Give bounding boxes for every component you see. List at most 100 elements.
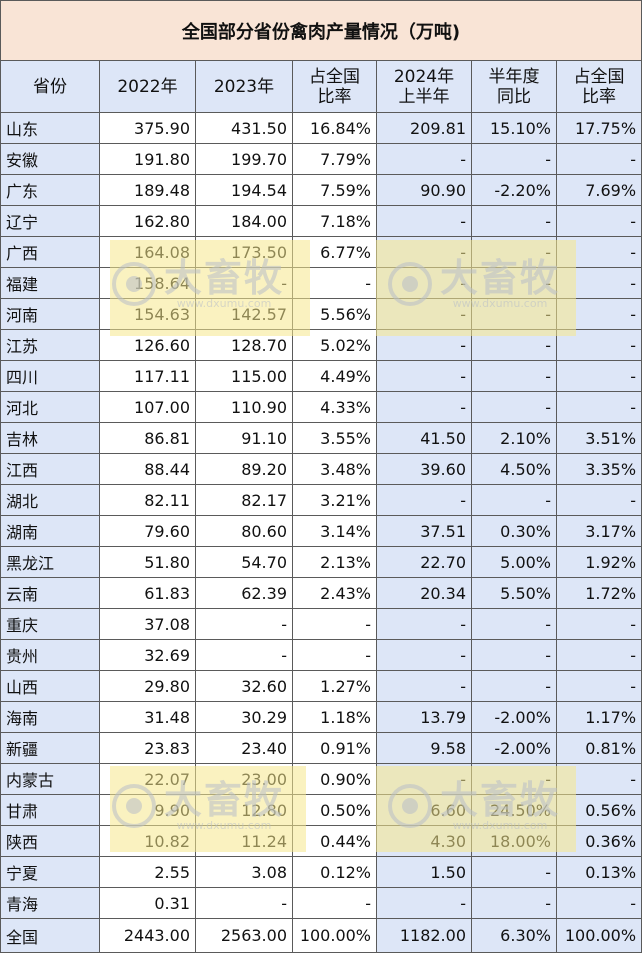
table-row: 江西 88.44 89.20 3.48% 39.60 4.50% 3.35% [0, 453, 643, 485]
cell-2024h1: 6.60 [376, 794, 472, 826]
header-2023: 2023年 [195, 60, 293, 113]
cell-share-2024: - [555, 267, 643, 299]
table-row: 广西 164.08 173.50 6.77% - - - [0, 236, 643, 268]
cell-yoy: 5.50% [471, 577, 557, 609]
cell-yoy: - [471, 391, 557, 423]
cell-share-2023: - [292, 887, 377, 919]
cell-yoy: - [471, 236, 557, 268]
cell-2024h1: 90.90 [376, 174, 472, 206]
cell-share-2023: 3.48% [292, 453, 377, 485]
cell-2023: 173.50 [195, 236, 293, 268]
cell-2023: 11.24 [195, 825, 293, 857]
cell-2024h1: 1182.00 [376, 918, 472, 953]
cell-yoy: - [471, 360, 557, 392]
cell-share-2023: 0.44% [292, 825, 377, 857]
cell-share-2024: 0.56% [555, 794, 643, 826]
cell-share-2024: - [555, 763, 643, 795]
cell-2023: 80.60 [195, 515, 293, 547]
cell-share-2024: 3.51% [555, 422, 643, 454]
header-share-2023: 占全国 比率 [292, 60, 377, 113]
cell-2022: 162.80 [99, 205, 196, 237]
cell-province: 海南 [0, 701, 100, 733]
table-row: 四川 117.11 115.00 4.49% - - - [0, 360, 643, 392]
table-row: 福建 158.64- - - - - [0, 267, 643, 299]
cell-2024h1: - [376, 143, 472, 175]
table-row: 河南 154.63 142.57 5.56% - - - [0, 298, 643, 330]
table-row: 全国 2443.00 2563.00 100.00% 1182.00 6.30% 100.0… [0, 918, 643, 953]
cell-2022: 22.07 [99, 763, 196, 795]
cell-2024h1: - [376, 205, 472, 237]
cell-yoy: - [471, 856, 557, 888]
cell-2022: 31.48 [99, 701, 196, 733]
cell-2023: - [195, 639, 293, 671]
cell-2024h1: 9.58 [376, 732, 472, 764]
cell-2022: 189.48 [99, 174, 196, 206]
cell-2023: 12.80 [195, 794, 293, 826]
table-row: 山西 29.80 32.60 1.27% - - - [0, 670, 643, 702]
cell-share-2023: 4.33% [292, 391, 377, 423]
cell-yoy: 4.50% [471, 453, 557, 485]
cell-2024h1: - [376, 236, 472, 268]
cell-province: 湖北 [0, 484, 100, 516]
cell-share-2023: 0.12% [292, 856, 377, 888]
cell-share-2024: - [555, 360, 643, 392]
cell-2024h1: 209.81 [376, 112, 472, 144]
cell-share-2023: 5.02% [292, 329, 377, 361]
header-yoy-line1: 半年度 [488, 66, 540, 87]
cell-province: 重庆 [0, 608, 100, 640]
cell-yoy: - [471, 267, 557, 299]
cell-2023: 62.39 [195, 577, 293, 609]
table-row: 海南 31.48 30.29 1.18% 13.79 -2.00% 1.17% [0, 701, 643, 733]
cell-share-2024: 0.13% [555, 856, 643, 888]
cell-2022: 61.83 [99, 577, 196, 609]
cell-share-2024: 17.75% [555, 112, 643, 144]
cell-yoy: - [471, 639, 557, 671]
header-2024h1-line1: 2024年 [393, 66, 455, 87]
cell-2024h1: - [376, 298, 472, 330]
cell-2023: - [195, 267, 293, 299]
table-row: 江苏 126.60 128.70 5.02% - - - [0, 329, 643, 361]
cell-2022: 86.81 [99, 422, 196, 454]
cell-share-2023: 3.21% [292, 484, 377, 516]
header-province: 省份 [0, 60, 100, 113]
table-row: 广东 189.48 194.54 7.59% 90.90 -2.20% 7.69% [0, 174, 643, 206]
cell-2024h1: - [376, 484, 472, 516]
cell-yoy: - [471, 887, 557, 919]
cell-share-2024: 1.92% [555, 546, 643, 578]
cell-2022: 51.80 [99, 546, 196, 578]
cell-2024h1: 1.50 [376, 856, 472, 888]
cell-2024h1: 4.30 [376, 825, 472, 857]
header-row: 省份 2022年 2023年 占全国 比率 2024年 上半年 半年度 同比 占全国比… [0, 60, 643, 113]
cell-2022: 375.90 [99, 112, 196, 144]
cell-2023: 23.00 [195, 763, 293, 795]
cell-share-2024: - [555, 391, 643, 423]
cell-share-2023: 16.84% [292, 112, 377, 144]
cell-province: 青海 [0, 887, 100, 919]
cell-2024h1: - [376, 887, 472, 919]
cell-2022: 164.08 [99, 236, 196, 268]
cell-province: 河北 [0, 391, 100, 423]
cell-province: 安徽 [0, 143, 100, 175]
cell-province: 新疆 [0, 732, 100, 764]
cell-2022: 32.69 [99, 639, 196, 671]
header-share-2023-line1: 占全国 [309, 66, 360, 87]
cell-share-2023: 2.43% [292, 577, 377, 609]
table-row: 湖南 79.60 80.60 3.14% 37.51 0.30% 3.17% [0, 515, 643, 547]
table-row: 贵州 32.69- - - - - [0, 639, 643, 671]
cell-2022: 88.44 [99, 453, 196, 485]
cell-2022: 82.11 [99, 484, 196, 516]
cell-province: 广西 [0, 236, 100, 268]
cell-2023: 3.08 [195, 856, 293, 888]
table-row: 湖北 82.11 82.17 3.21% - - - [0, 484, 643, 516]
cell-share-2023: 100.00% [292, 918, 377, 953]
header-2024h1: 2024年 上半年 [376, 60, 472, 113]
cell-share-2024: - [555, 205, 643, 237]
cell-2022: 23.83 [99, 732, 196, 764]
cell-province: 内蒙古 [0, 763, 100, 795]
cell-share-2023: 4.49% [292, 360, 377, 392]
cell-2024h1: - [376, 763, 472, 795]
table-row: 河北 107.00 110.90 4.33% - - - [0, 391, 643, 423]
cell-yoy: 24.50% [471, 794, 557, 826]
cell-yoy: - [471, 670, 557, 702]
cell-share-2024: - [555, 608, 643, 640]
